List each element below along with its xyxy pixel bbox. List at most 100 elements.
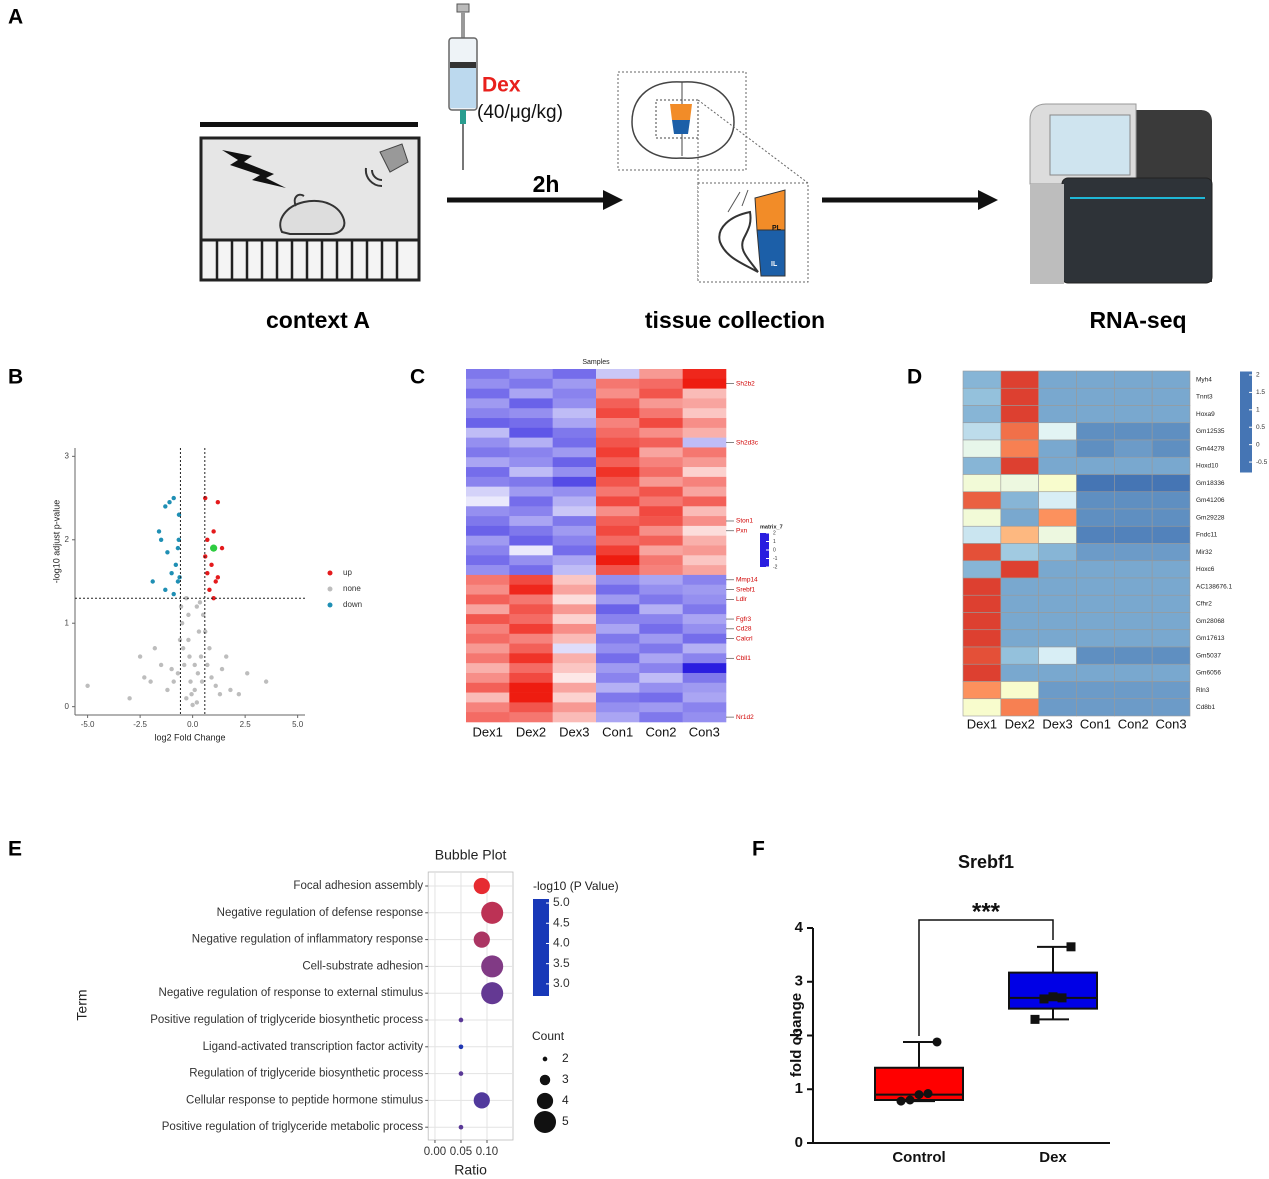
heatmap-cell xyxy=(682,712,727,723)
row-label: Gm18336 xyxy=(1196,480,1225,487)
heatmap-cell xyxy=(466,702,510,713)
heatmap-cell xyxy=(509,555,553,566)
heatmap-cell xyxy=(509,467,553,478)
heatmap-cell xyxy=(1076,422,1115,441)
heatmap-cell xyxy=(466,594,510,605)
heatmap-cell xyxy=(466,663,510,674)
heatmap-cell xyxy=(639,437,683,448)
heatmap-cell xyxy=(682,692,727,703)
row-label: Cbll1 xyxy=(736,655,751,662)
y-axis-label: Term xyxy=(74,989,90,1020)
x-tick-label: 0.05 xyxy=(450,1146,472,1158)
heatmap-cell xyxy=(682,467,727,478)
heatmap-cell xyxy=(639,378,683,389)
bubble xyxy=(473,877,490,895)
heatmap-cell xyxy=(552,388,597,399)
colorbar-tick-label: 0.5 xyxy=(1256,424,1265,431)
heatmap-cell xyxy=(682,457,727,468)
heatmap-cell xyxy=(596,692,640,703)
heatmap-cell xyxy=(1114,387,1153,406)
y-axis-label: -log10 adjust p-value xyxy=(51,500,61,584)
heatmap-cell xyxy=(639,633,683,644)
y-tick-label: Negative regulation of response to exter… xyxy=(159,987,424,999)
panel-label: B xyxy=(8,366,23,389)
row-label: Fgfr3 xyxy=(736,616,752,623)
heatmap-cell xyxy=(596,682,640,693)
row-label: Cd8b1 xyxy=(1196,704,1216,711)
heatmap-cell xyxy=(1151,698,1191,717)
sequencer-front xyxy=(1061,177,1213,284)
heatmap-cell xyxy=(466,535,510,546)
heatmap-cell xyxy=(682,427,727,438)
heatmap-cell xyxy=(962,594,1002,613)
heatmap-cell xyxy=(1038,405,1077,424)
heatmap-cell xyxy=(552,486,597,497)
heatmap-cell xyxy=(552,663,597,674)
point xyxy=(158,537,164,542)
column-label: Dex2 xyxy=(516,724,546,739)
heatmap-cell xyxy=(466,574,510,586)
point xyxy=(194,604,200,609)
point xyxy=(142,675,147,680)
point xyxy=(213,683,218,688)
row-label: Gm29228 xyxy=(1196,514,1225,521)
region-label: PL xyxy=(772,225,782,232)
heatmap-cell xyxy=(509,516,553,527)
x-tick-label: 0.0 xyxy=(187,720,199,729)
colorbar-tick-label: 4.5 xyxy=(553,915,570,929)
heatmap-cell xyxy=(509,604,553,615)
point xyxy=(923,1089,933,1099)
heatmap-cell xyxy=(1114,681,1153,700)
heatmap-cell xyxy=(682,623,727,635)
legend-label: down xyxy=(343,600,362,609)
row-label: Gm6056 xyxy=(1196,670,1221,677)
interval-label: 2h xyxy=(533,171,560,197)
heatmap-cell xyxy=(1000,422,1039,441)
point xyxy=(932,1037,942,1047)
point xyxy=(228,687,233,693)
colorbar-tick-label: 4.0 xyxy=(553,936,570,950)
heatmap-cell xyxy=(682,535,727,546)
heatmap-cell xyxy=(682,418,727,429)
point xyxy=(209,675,214,680)
heatmap-cell xyxy=(509,692,553,703)
point xyxy=(213,579,218,584)
heatmap-cell xyxy=(639,594,683,605)
heatmap-cell xyxy=(1000,629,1039,648)
heatmap-cell xyxy=(1114,646,1153,665)
y-tick-label: 1 xyxy=(795,1080,803,1097)
heatmap-cell xyxy=(552,653,597,664)
heatmap-cell xyxy=(639,457,683,468)
heatmap-cell xyxy=(509,378,553,389)
significance-bracket xyxy=(918,919,1054,1036)
heatmap-cell xyxy=(1038,663,1077,682)
arrow-head xyxy=(978,190,998,210)
size-legend-label: 2 xyxy=(562,1051,569,1065)
row-label: Rln3 xyxy=(1196,687,1210,694)
step-label: tissue collection xyxy=(645,307,825,333)
heatmap-cell xyxy=(639,447,683,458)
row-label: Mir32 xyxy=(1196,549,1213,556)
heatmap-cell xyxy=(466,457,510,468)
heatmap-cell xyxy=(509,506,553,517)
heatmap-cell xyxy=(1151,474,1191,493)
heatmap-cell xyxy=(962,405,1002,424)
heatmap-cell xyxy=(552,555,597,566)
heatmap-cell xyxy=(1114,456,1153,475)
row-label: Gm44278 xyxy=(1196,445,1225,452)
heatmap-cell xyxy=(962,491,1002,510)
bubble xyxy=(458,1124,464,1130)
heatmap-cell xyxy=(639,574,683,586)
y-tick-label: Ligand-activated transcription factor ac… xyxy=(203,1041,424,1053)
point xyxy=(189,691,194,697)
heatmap-cell xyxy=(682,663,727,674)
row-label: Ldlr xyxy=(736,596,748,603)
point xyxy=(182,662,187,668)
heatmap-cell xyxy=(962,698,1002,717)
size-legend-title: Count xyxy=(532,1029,565,1043)
bubble xyxy=(473,1092,490,1109)
heatmap-cell xyxy=(1114,405,1153,424)
size-legend-swatch xyxy=(533,1110,557,1134)
heatmap-cell xyxy=(682,555,727,566)
heatmap-cell xyxy=(596,653,640,664)
